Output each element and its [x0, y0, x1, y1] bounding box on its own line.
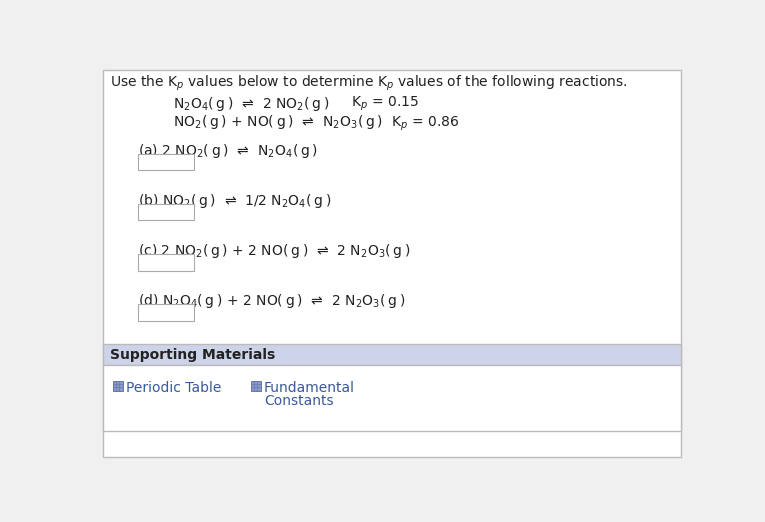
FancyBboxPatch shape [138, 304, 194, 321]
FancyBboxPatch shape [103, 70, 681, 457]
FancyBboxPatch shape [112, 381, 122, 390]
FancyBboxPatch shape [138, 153, 194, 171]
FancyBboxPatch shape [138, 254, 194, 270]
Text: Periodic Table: Periodic Table [126, 382, 221, 396]
Text: Fundamental: Fundamental [264, 382, 355, 396]
Text: (a) 2 NO$_2$( g )  ⇌  N$_2$O$_4$( g ): (a) 2 NO$_2$( g ) ⇌ N$_2$O$_4$( g ) [138, 142, 318, 160]
Text: (b) NO$_2$( g )  ⇌  1/2 N$_2$O$_4$( g ): (b) NO$_2$( g ) ⇌ 1/2 N$_2$O$_4$( g ) [138, 192, 332, 210]
FancyBboxPatch shape [251, 381, 261, 390]
Text: (d) N$_2$O$_4$( g ) + 2 NO( g )  ⇌  2 N$_2$O$_3$( g ): (d) N$_2$O$_4$( g ) + 2 NO( g ) ⇌ 2 N$_2… [138, 292, 405, 310]
FancyBboxPatch shape [103, 343, 681, 365]
Text: Constants: Constants [264, 394, 334, 408]
Text: Use the K$_p$ values below to determine K$_p$ values of the following reactions.: Use the K$_p$ values below to determine … [109, 74, 627, 93]
FancyBboxPatch shape [138, 204, 194, 220]
Text: NO$_2$( g ) + NO( g )  ⇌  N$_2$O$_3$( g )  K$_p$ = 0.86: NO$_2$( g ) + NO( g ) ⇌ N$_2$O$_3$( g ) … [173, 113, 459, 133]
Text: (c) 2 NO$_2$( g ) + 2 NO( g )  ⇌  2 N$_2$O$_3$( g ): (c) 2 NO$_2$( g ) + 2 NO( g ) ⇌ 2 N$_2$O… [138, 242, 411, 260]
Text: Supporting Materials: Supporting Materials [109, 348, 275, 362]
Text: K$_p$ = 0.15: K$_p$ = 0.15 [351, 95, 419, 113]
FancyBboxPatch shape [103, 365, 681, 431]
Text: N$_2$O$_4$( g )  ⇌  2 NO$_2$( g ): N$_2$O$_4$( g ) ⇌ 2 NO$_2$( g ) [173, 95, 330, 113]
